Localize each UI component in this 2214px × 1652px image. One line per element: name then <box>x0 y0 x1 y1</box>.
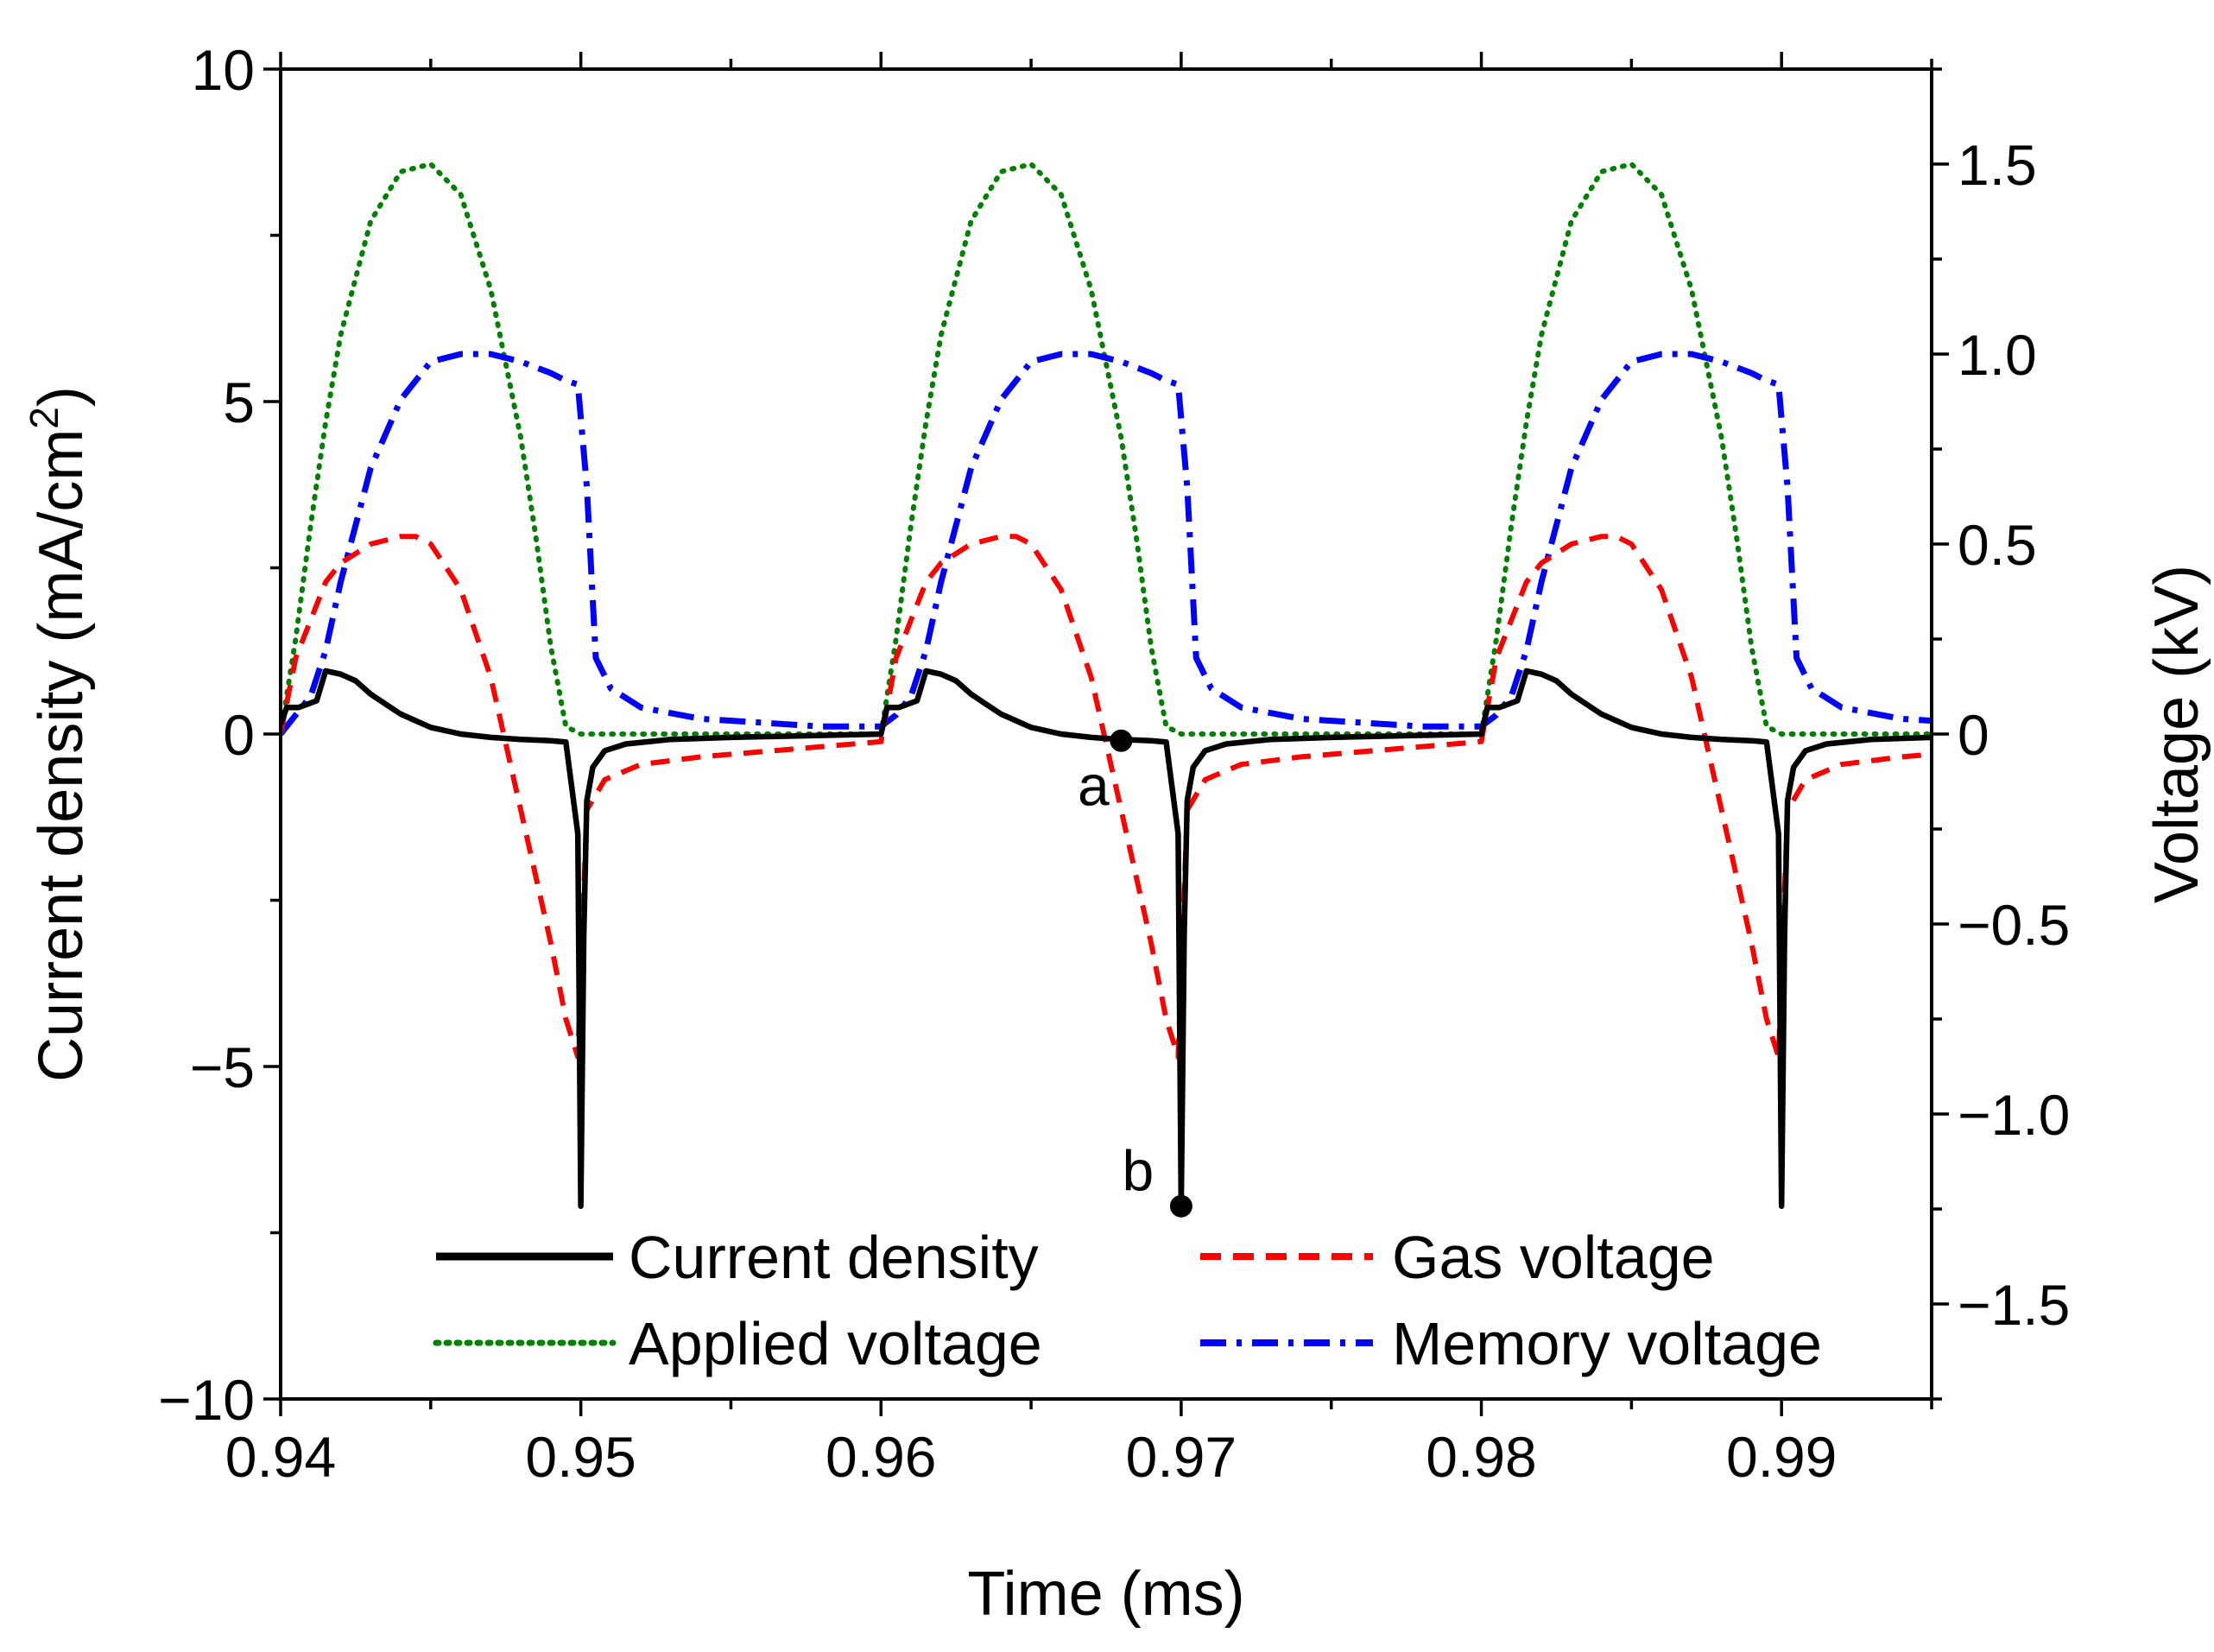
y-right-tick-label: 0.5 <box>1958 513 2037 577</box>
annotation-label-b: b <box>1123 1139 1154 1203</box>
y-axis-left-title: Current density (mA/cm2) <box>22 386 96 1082</box>
series-line-applied-voltage <box>281 161 1932 737</box>
y-left-tick-label: 0 <box>223 703 255 767</box>
x-tick-label: 0.97 <box>1126 1425 1237 1489</box>
x-axis-title: Time (ms) <box>967 1560 1244 1629</box>
series-line-current-density <box>281 668 1932 1209</box>
y-right-tick-label: 1.5 <box>1958 133 2037 197</box>
y-right-tick-label: −1.0 <box>1958 1083 2070 1147</box>
legend-label-gas-voltage: Gas voltage <box>1392 1224 1715 1291</box>
x-tick-label: 0.98 <box>1426 1425 1536 1489</box>
series-layer <box>281 161 1932 1209</box>
y-right-tick-label: −0.5 <box>1958 893 2070 957</box>
y-right-tick-label: −1.5 <box>1958 1273 2070 1337</box>
y-axis-left: −10 −5 0 5 10 <box>158 38 281 1432</box>
y-axis-right-title: Voltage (kV) <box>2142 565 2211 903</box>
legend-label-memory-voltage: Memory voltage <box>1392 1310 1822 1377</box>
x-tick-label: 0.96 <box>826 1425 936 1489</box>
y-axis-right: −1.5 −1.0 −0.5 0 0.5 1.0 1.5 <box>1932 67 2070 1401</box>
x-axis: 0.94 0.95 0.96 0.97 0.98 0.99 <box>225 52 1933 1489</box>
annotation-point-b <box>1169 1194 1192 1218</box>
y-left-tick-label: −10 <box>158 1368 255 1432</box>
y-left-tick-label: 5 <box>223 370 255 434</box>
annotation-label-a: a <box>1078 754 1110 818</box>
annotation-layer: ab <box>1078 729 1192 1218</box>
y-axis-left-title-sup: 2 <box>22 407 66 429</box>
x-tick-label: 0.94 <box>225 1425 336 1489</box>
x-tick-label: 0.95 <box>525 1425 636 1489</box>
legend: Current density Gas voltage Applied volt… <box>433 1224 1822 1377</box>
legend-label-current-density: Current density <box>629 1224 1039 1291</box>
series-line-gas-voltage <box>281 534 1932 1060</box>
series-line-memory-voltage <box>281 351 1932 737</box>
x-tick-label: 0.99 <box>1726 1425 1837 1489</box>
y-right-tick-label: 0 <box>1958 703 1989 767</box>
y-right-tick-label: 1.0 <box>1958 323 2037 387</box>
annotation-point-a <box>1110 729 1133 752</box>
y-left-tick-label: −5 <box>190 1035 255 1099</box>
y-axis-left-title-close: ) <box>27 386 96 407</box>
y-axis-left-title-main: Current density (mA/cm <box>27 429 96 1082</box>
y-left-tick-label: 10 <box>192 38 255 102</box>
legend-label-applied-voltage: Applied voltage <box>629 1310 1042 1377</box>
